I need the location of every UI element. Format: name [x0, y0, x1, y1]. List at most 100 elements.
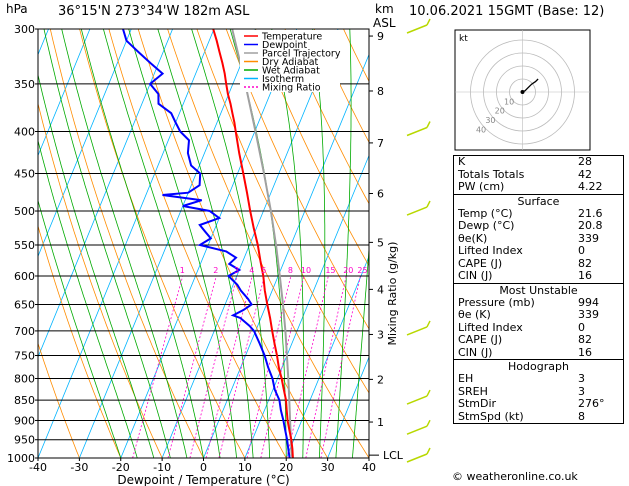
hodograph-trace: [522, 78, 539, 93]
mixing-ratio-line: [189, 275, 238, 458]
surface-label: CIN (J): [458, 269, 493, 282]
mu-value: 339: [578, 308, 599, 321]
wind-barb: [406, 24, 428, 34]
mixing-ratio-label: 1: [180, 266, 185, 275]
dry-adiabat-line: [38, 342, 80, 458]
wind-barb: [406, 453, 428, 463]
surface-row: Temp (°C) 21.6: [454, 206, 623, 221]
pressure-tick-label: 400: [14, 126, 35, 139]
wet-adiabat-line: [335, 29, 352, 458]
hodo-param-value: 3: [578, 372, 585, 385]
mixing-ratio-label: 10: [301, 266, 311, 275]
most-unstable-title: Most Unstable: [499, 283, 578, 297]
pressure-tick-label: 850: [14, 394, 35, 407]
surface-label: Dewp (°C): [458, 219, 515, 232]
wind-barb-flag: [426, 121, 431, 128]
isotherm-line: [161, 29, 339, 458]
km-tick-label: 9: [377, 30, 384, 43]
legend-item: Dewpoint: [262, 40, 307, 51]
pressure-tick-label: 750: [14, 349, 35, 362]
surface-row: CAPE (J) 82: [454, 256, 623, 271]
km-tick-label: 2: [377, 373, 384, 386]
dry-adiabat-line: [49, 29, 204, 458]
mixing-ratio-label: 4: [249, 266, 254, 275]
index-label: Totals Totals: [458, 167, 525, 181]
surface-row: θe(K) 339: [454, 231, 623, 246]
most-unstable-table: Pressure (mb) 994 θe (K) 339 Lifted Index 0 CA…: [454, 296, 623, 360]
temperature-tick-label: 30: [321, 461, 335, 474]
mixing-ratio-label: 5: [261, 266, 266, 275]
legend-item: Temperature: [261, 32, 322, 43]
hodo-param-value: 8: [578, 409, 585, 423]
surface-value: 21.6: [578, 206, 603, 220]
index-value: 28: [578, 155, 592, 168]
temperature-tick-label: -30: [70, 461, 88, 474]
mu-label: Lifted Index: [458, 320, 523, 334]
index-row: PW (cm) 4.22: [454, 180, 623, 194]
surface-title: Surface: [517, 194, 560, 208]
wind-barb: [406, 206, 428, 216]
wet-adiabat-line: [38, 73, 155, 458]
legend-item: Mixing Ratio: [262, 83, 321, 94]
pressure-tick-label: 450: [14, 167, 35, 180]
index-row: K 28: [454, 155, 623, 169]
wind-barb-flag: [426, 320, 431, 328]
pressure-tick-label: 700: [14, 325, 35, 338]
km-tick-label: 7: [377, 137, 384, 150]
mu-row: CIN (J) 16: [454, 345, 623, 360]
pressure-tick-label: 300: [14, 23, 35, 36]
index-label: PW (cm): [458, 180, 505, 193]
pressure-tick-label: 900: [14, 414, 35, 427]
pressure-tick-label: 550: [14, 239, 35, 252]
mu-value: 82: [578, 333, 592, 346]
mixing-ratio-label: 2: [213, 266, 218, 275]
surface-value: 20.8: [578, 219, 603, 232]
hodo-param-label: SREH: [458, 384, 488, 398]
surface-label: θe(K): [458, 231, 488, 245]
km-tick-label: 5: [377, 236, 384, 249]
surface-row: Dewp (°C) 20.8: [454, 219, 623, 233]
temperature-line: [212, 29, 294, 458]
hodograph-ring-label: 30: [485, 116, 495, 125]
km-tick-label: 8: [377, 85, 384, 98]
wind-barb-flag: [426, 389, 431, 397]
wind-barb: [406, 425, 428, 435]
wind-barb-flag: [426, 200, 431, 208]
isotherm-line: [327, 356, 369, 458]
pressure-tick-label: 1000: [7, 452, 35, 465]
indices-table: K 28 Totals Totals 42 PW (cm) 4.22: [454, 155, 623, 194]
mu-value: 16: [578, 345, 592, 359]
km-tick-label: 1: [377, 416, 384, 429]
legend-item: Wet Adiabat: [262, 66, 320, 77]
hodo-param-row: SREH 3: [454, 384, 623, 399]
mixing-ratio-label: 15: [325, 266, 335, 275]
km-tick-label: 3: [377, 328, 384, 341]
hodo-param-label: StmDir: [458, 397, 497, 410]
mixing-ratio-label: 8: [288, 266, 293, 275]
pressure-tick-label: 350: [14, 78, 35, 91]
surface-label: CAPE (J): [458, 256, 503, 270]
hodograph-ring-label: 40: [476, 125, 486, 134]
isotherm-line: [285, 255, 369, 458]
hpa-unit-label: hPa: [6, 2, 28, 16]
hodo-param-row: EH 3: [454, 372, 623, 386]
mixing-ratio-line: [286, 275, 329, 458]
dry-adiabat-line: [225, 29, 369, 330]
mu-value: 0: [578, 320, 585, 334]
mu-label: CIN (J): [458, 345, 493, 359]
temperature-tick-label: -40: [29, 461, 47, 474]
wind-barb-flag: [426, 419, 431, 427]
wet-adiabat-line: [80, 29, 204, 458]
lcl-label: LCL: [383, 449, 404, 462]
pressure-tick-label: 600: [14, 270, 35, 283]
legend-item: Parcel Trajectory: [262, 49, 341, 60]
datetime-title: 10.06.2021 15GMT (Base: 12): [409, 4, 605, 19]
indices-panel: K 28 Totals Totals 42 PW (cm) 4.22 Surface Te…: [453, 155, 624, 424]
dry-adiabat-line: [79, 29, 246, 458]
surface-row: CIN (J) 16: [454, 269, 623, 283]
wet-adiabat-line: [43, 29, 171, 458]
mixing-ratio-label: 25: [357, 266, 367, 275]
legend-item: Isotherm: [262, 74, 304, 85]
mixing-ratio-axis-label: Mixing Ratio (g/kg): [386, 242, 399, 346]
